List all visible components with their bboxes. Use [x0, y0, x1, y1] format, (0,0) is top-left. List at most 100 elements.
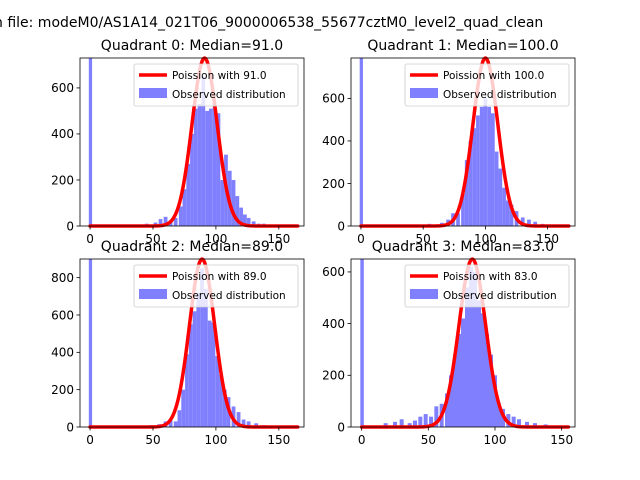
hist-bar	[216, 113, 221, 226]
legend-label-poisson: Poission with 83.0	[443, 271, 538, 283]
hist-bar	[505, 200, 510, 226]
hist-bar	[489, 354, 493, 427]
hist-bar	[186, 163, 191, 226]
x-tick-label: 100	[204, 232, 227, 246]
hist-bar	[193, 108, 198, 226]
hist-bar	[251, 221, 256, 226]
hist-bar	[158, 219, 163, 226]
hist-bar	[393, 421, 397, 427]
legend-label-poisson: Poission with 91.0	[172, 70, 267, 82]
hist-bar	[481, 313, 485, 427]
legend-label-observed: Observed distribution	[443, 89, 557, 101]
hist-bar	[476, 115, 480, 226]
y-tick-label: 0	[337, 420, 345, 434]
hist-bar	[246, 217, 251, 226]
hist-bar	[185, 354, 189, 427]
hist-bar	[477, 300, 481, 427]
x-tick-label: 50	[145, 433, 160, 447]
x-tick-label: 150	[536, 232, 559, 246]
legend-box	[404, 264, 570, 308]
hist-bar	[246, 421, 251, 427]
hist-bar	[236, 412, 241, 427]
hist-bar	[497, 403, 501, 427]
hist-bar	[254, 423, 259, 427]
hist-bar	[182, 189, 187, 226]
hist-bar	[429, 416, 433, 427]
y-tick-label: 200	[51, 173, 74, 187]
legend-hist-swatch	[139, 88, 167, 98]
legend: Poission with 91.0 Observed distribution	[133, 63, 299, 107]
legend-label-observed: Observed distribution	[443, 290, 557, 302]
hist-bar	[520, 217, 525, 226]
hist-bar	[196, 292, 201, 427]
hist-bar	[509, 204, 514, 226]
hist-bar	[220, 179, 225, 226]
hist-bar	[207, 320, 212, 427]
hist-bar	[483, 98, 488, 226]
hist-bar	[190, 133, 194, 226]
hist-bar	[197, 104, 202, 226]
hist-bar	[201, 76, 206, 227]
hist-bar	[178, 206, 183, 226]
y-tick-label: 600	[322, 92, 345, 106]
hist-bar	[203, 288, 208, 427]
hist-bar	[222, 389, 227, 427]
y-tick-label: 0	[66, 219, 74, 233]
y-tick-label: 600	[51, 308, 74, 322]
hist-bar	[173, 217, 178, 226]
hist-bar	[468, 140, 473, 226]
legend: Poission with 100.0 Observed distribution	[404, 63, 570, 107]
axes-frame	[79, 258, 305, 428]
axes-frame	[350, 57, 576, 227]
y-tick-label: 0	[337, 219, 345, 233]
hist-bar	[423, 414, 428, 427]
hist-bar	[181, 389, 186, 427]
y-tick-label: 200	[322, 177, 345, 191]
panel-title: Quadrant 3: Median=83.0	[372, 239, 554, 255]
hist-bar	[449, 375, 453, 427]
hist-bar	[533, 423, 537, 427]
hist-bar	[434, 406, 439, 427]
x-tick-label: 100	[484, 433, 507, 447]
hist-bar-zero	[359, 58, 363, 226]
legend-label-poisson: Poission with 89.0	[172, 271, 267, 283]
subplot-quadrant-2: 0 50 100 150 0 200 400 600 800 Quadrant 2: Median…	[51, 239, 305, 447]
hist-bar	[215, 356, 220, 427]
legend-label-observed: Observed distribution	[172, 290, 286, 302]
y-tick-label: 400	[322, 317, 345, 331]
legend-label-observed: Observed distribution	[172, 89, 286, 101]
hist-bar	[465, 287, 469, 427]
legend-hist-swatch	[410, 88, 438, 98]
x-tick-label: 100	[204, 433, 227, 447]
legend-box	[404, 63, 570, 107]
hist-bar	[479, 106, 484, 226]
hist-bar	[205, 110, 209, 226]
hist-bar	[491, 113, 495, 226]
x-tick-label: 150	[267, 433, 290, 447]
hist-bar	[177, 410, 182, 427]
legend: Poission with 89.0 Observed distribution	[133, 264, 299, 308]
y-tick-label: 0	[66, 420, 74, 434]
subplot-quadrant-1: 0 50 100 150 0 200 400 600 Quadrant 1: Median=10…	[322, 38, 576, 246]
x-tick-label: 0	[358, 433, 366, 447]
y-tick-label: 600	[51, 81, 74, 95]
hist-bar	[235, 196, 240, 226]
hist-bar	[208, 108, 213, 226]
legend-box	[133, 264, 299, 308]
hist-bar	[469, 266, 473, 427]
hist-bar	[173, 421, 178, 427]
hist-bar	[231, 179, 236, 226]
y-tick-label: 800	[51, 271, 74, 285]
hist-bar	[445, 393, 449, 427]
hist-bar	[473, 271, 477, 427]
hist-bar	[211, 322, 216, 427]
x-tick-label: 150	[267, 232, 290, 246]
hist-bar	[461, 318, 465, 427]
hist-bar	[472, 128, 477, 226]
hist-bar-zero	[88, 58, 93, 226]
hist-bar	[493, 375, 497, 427]
hist-bar	[188, 324, 193, 427]
y-tick-label: 400	[51, 127, 74, 141]
hist-bar	[527, 219, 531, 226]
x-tick-label: 50	[421, 433, 436, 447]
